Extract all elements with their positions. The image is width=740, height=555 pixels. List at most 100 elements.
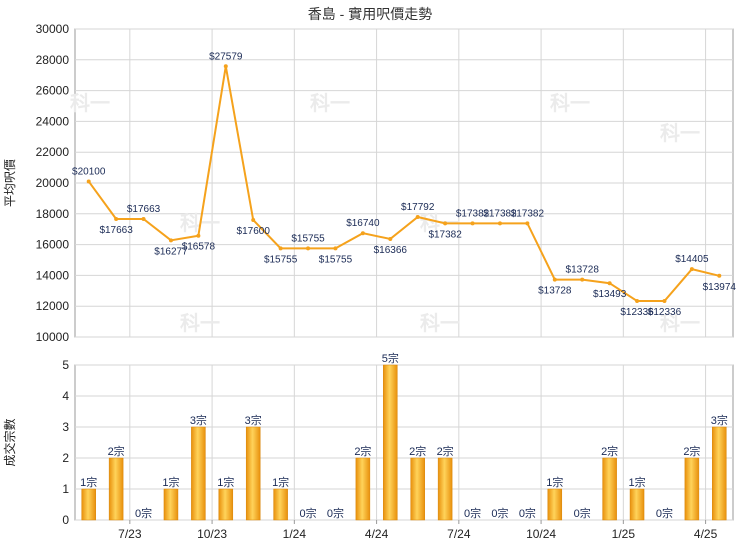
- count-data-label: 1宗: [217, 475, 234, 489]
- watermark: 科一: [550, 91, 590, 115]
- price-point: [388, 236, 393, 241]
- price-data-label: $14405: [675, 254, 709, 265]
- price-data-label: $12336: [620, 307, 654, 318]
- watermark: 科一: [310, 91, 350, 115]
- price-y-tick-label: 16000: [36, 238, 70, 252]
- price-data-label: $13728: [538, 286, 572, 297]
- x-tick-label: 4/24: [365, 527, 389, 541]
- price-point: [580, 277, 585, 282]
- price-data-label: $17382: [483, 208, 517, 219]
- x-tick-label: 1/24: [283, 527, 307, 541]
- count-data-label: 0宗: [574, 506, 591, 520]
- price-data-label: $17600: [237, 226, 271, 237]
- price-y-axis-label: 平均呎價: [3, 159, 17, 207]
- price-data-label: $16578: [182, 242, 216, 253]
- price-y-tick-label: 18000: [36, 207, 70, 221]
- count-bar: [410, 457, 425, 521]
- price-point: [443, 221, 448, 226]
- watermark: 科一: [660, 311, 700, 335]
- count-bar: [108, 457, 124, 521]
- price-point: [552, 277, 557, 282]
- count-data-label: 3宗: [190, 413, 207, 427]
- chart-title: 香島 - 實用呎價走勢: [308, 6, 432, 22]
- price-y-tick-label: 12000: [36, 299, 70, 313]
- x-tick-label: 7/23: [118, 527, 142, 541]
- price-point: [223, 64, 228, 69]
- count-bar: [191, 426, 206, 521]
- price-point: [497, 221, 502, 226]
- price-data-label: $17382: [456, 208, 490, 219]
- count-data-label: 2宗: [354, 444, 371, 458]
- price-point: [114, 216, 119, 221]
- x-tick-label: 10/23: [197, 527, 227, 541]
- count-bar: [437, 457, 453, 521]
- price-y-tick-label: 24000: [36, 114, 70, 128]
- price-point: [278, 246, 283, 251]
- price-data-label: $13728: [566, 265, 600, 276]
- count-data-label: 0宗: [327, 506, 344, 520]
- count-data-label: 1宗: [80, 475, 97, 489]
- count-data-label: 0宗: [135, 506, 152, 520]
- price-point: [470, 221, 475, 226]
- count-data-label: 2宗: [108, 444, 125, 458]
- count-bar: [629, 488, 645, 521]
- price-point: [168, 238, 173, 243]
- count-data-label: 1宗: [628, 475, 645, 489]
- price-y-tick-label: 10000: [36, 330, 70, 344]
- count-data-label: 0宗: [464, 506, 481, 520]
- count-bar: [81, 488, 96, 521]
- x-tick-label: 7/24: [447, 527, 471, 541]
- count-data-label: 5宗: [382, 351, 399, 365]
- x-tick-label: 10/24: [526, 527, 556, 541]
- price-point: [415, 215, 420, 220]
- price-point: [360, 231, 365, 236]
- price-data-label: $17792: [401, 202, 435, 213]
- count-data-label: 1宗: [546, 475, 563, 489]
- price-data-label: $13493: [593, 289, 627, 300]
- price-series-line: [87, 66, 720, 303]
- price-y-tick-label: 20000: [36, 176, 70, 190]
- count-y-tick-label: 2: [62, 451, 69, 465]
- price-y-tick-label: 22000: [36, 145, 70, 159]
- count-data-label: 0宗: [519, 506, 536, 520]
- x-tick-label: 4/25: [694, 527, 718, 541]
- price-point: [717, 273, 722, 278]
- count-bar: [547, 488, 563, 521]
- watermark: 科一: [420, 311, 460, 335]
- count-bar: [273, 488, 288, 521]
- count-y-tick-label: 0: [62, 513, 69, 527]
- price-data-label: $15755: [319, 254, 353, 265]
- price-data-label: $15755: [264, 254, 298, 265]
- price-y-tick-label: 14000: [36, 268, 70, 282]
- count-data-label: 1宗: [162, 475, 179, 489]
- price-data-label: $17663: [99, 225, 133, 236]
- price-data-label: $16277: [154, 246, 188, 257]
- price-data-label: $12336: [648, 307, 682, 318]
- price-data-label: $13974: [703, 282, 737, 293]
- price-data-label: $27579: [209, 51, 243, 62]
- count-data-label: 0宗: [491, 506, 508, 520]
- count-bar: [712, 426, 727, 521]
- price-point: [635, 299, 640, 304]
- count-y-tick-label: 3: [62, 420, 69, 434]
- count-y-tick-label: 1: [62, 482, 69, 496]
- count-data-label: 3宗: [711, 413, 728, 427]
- price-data-label: $15755: [291, 233, 325, 244]
- count-data-label: 0宗: [299, 506, 316, 520]
- price-data-label: $17382: [511, 208, 545, 219]
- watermark: 科一: [180, 311, 220, 335]
- price-data-label: $20100: [72, 166, 106, 177]
- price-data-label: $17382: [428, 229, 462, 240]
- count-bar: [245, 426, 261, 521]
- price-point: [607, 281, 612, 286]
- price-data-label: $16740: [346, 218, 380, 229]
- watermark: 科一: [660, 121, 700, 145]
- count-y-tick-label: 4: [62, 389, 69, 403]
- price-point: [306, 246, 311, 251]
- count-bar: [602, 457, 617, 521]
- price-point: [86, 179, 91, 184]
- count-data-label: 2宗: [437, 444, 454, 458]
- count-data-label: 0宗: [656, 506, 673, 520]
